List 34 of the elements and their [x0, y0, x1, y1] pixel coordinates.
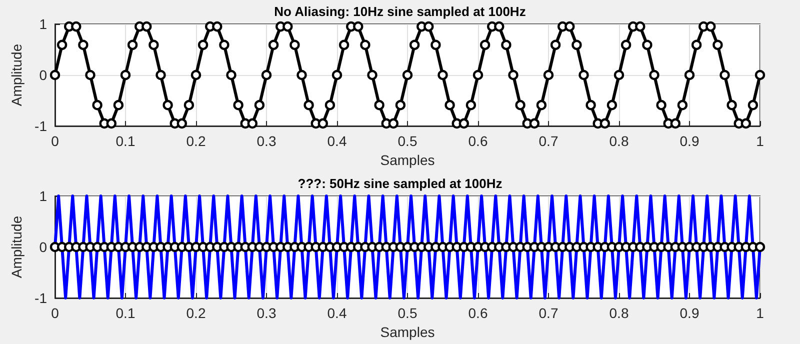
y-tick-label: 1 [39, 188, 48, 204]
x-tick-label: 0.5 [398, 305, 418, 321]
x-tick-label: 0.9 [680, 133, 700, 149]
x-tick-label: 0.8 [609, 133, 629, 149]
x-tick-label: 0.2 [186, 133, 206, 149]
x-axis-title: Samples [380, 152, 435, 168]
x-tick-label: 0 [51, 133, 60, 149]
y-tick-label: 1 [39, 16, 48, 32]
x-tick-label: 1 [756, 133, 764, 149]
x-tick-label: 0.2 [186, 305, 206, 321]
y-axis-title: Amplitude [8, 44, 25, 106]
x-tick-label: 0.1 [116, 305, 136, 321]
x-tick-label: 0 [51, 305, 60, 321]
x-tick-label: 0.1 [116, 133, 136, 149]
x-tick-label: 0.4 [327, 305, 347, 321]
chart-title: ???: 50Hz sine sampled at 100Hz [298, 176, 503, 191]
y-axis-title: Amplitude [8, 216, 25, 278]
x-tick-label: 0.6 [468, 133, 488, 149]
y-tick-label: 0 [39, 239, 48, 255]
x-tick-label: 0.4 [327, 133, 347, 149]
x-tick-label: 0.7 [538, 133, 558, 149]
x-axis-title: Samples [380, 324, 435, 340]
x-tick-label: 0.6 [468, 305, 488, 321]
x-tick-label: 0.3 [256, 305, 276, 321]
x-tick-label: 0.8 [609, 305, 629, 321]
y-tick-label: -1 [34, 118, 48, 134]
x-tick-label: 0.9 [680, 305, 700, 321]
y-tick-label: -1 [34, 290, 48, 306]
x-tick-label: 0.7 [538, 305, 558, 321]
x-tick-label: 0.5 [398, 133, 418, 149]
x-tick-label: 0.3 [256, 133, 276, 149]
y-tick-label: 0 [39, 67, 48, 83]
chart-title: No Aliasing: 10Hz sine sampled at 100Hz [274, 4, 526, 19]
x-tick-label: 1 [756, 305, 764, 321]
